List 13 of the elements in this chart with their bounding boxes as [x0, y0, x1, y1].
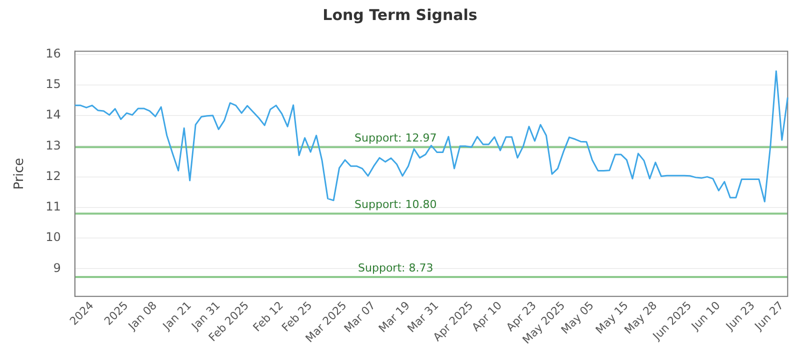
y-tick-label: 15 — [46, 77, 61, 92]
ref-line-label: Support: 10.80 — [354, 198, 437, 211]
y-tick-label: 10 — [46, 230, 61, 244]
ref-line-label: Support: 8.73 — [358, 261, 434, 274]
ref-line-label: Support: 12.97 — [354, 131, 437, 144]
chart-title: Long Term Signals — [322, 6, 478, 24]
y-tick-label: 16 — [46, 46, 61, 60]
y-tick-label: 14 — [46, 108, 61, 122]
y-axis-title: Price — [12, 158, 28, 190]
y-tick-label: 11 — [46, 200, 61, 214]
y-tick-label: 9 — [53, 260, 61, 275]
y-tick-label: 13 — [46, 138, 61, 152]
y-tick-label: 12 — [46, 168, 61, 183]
